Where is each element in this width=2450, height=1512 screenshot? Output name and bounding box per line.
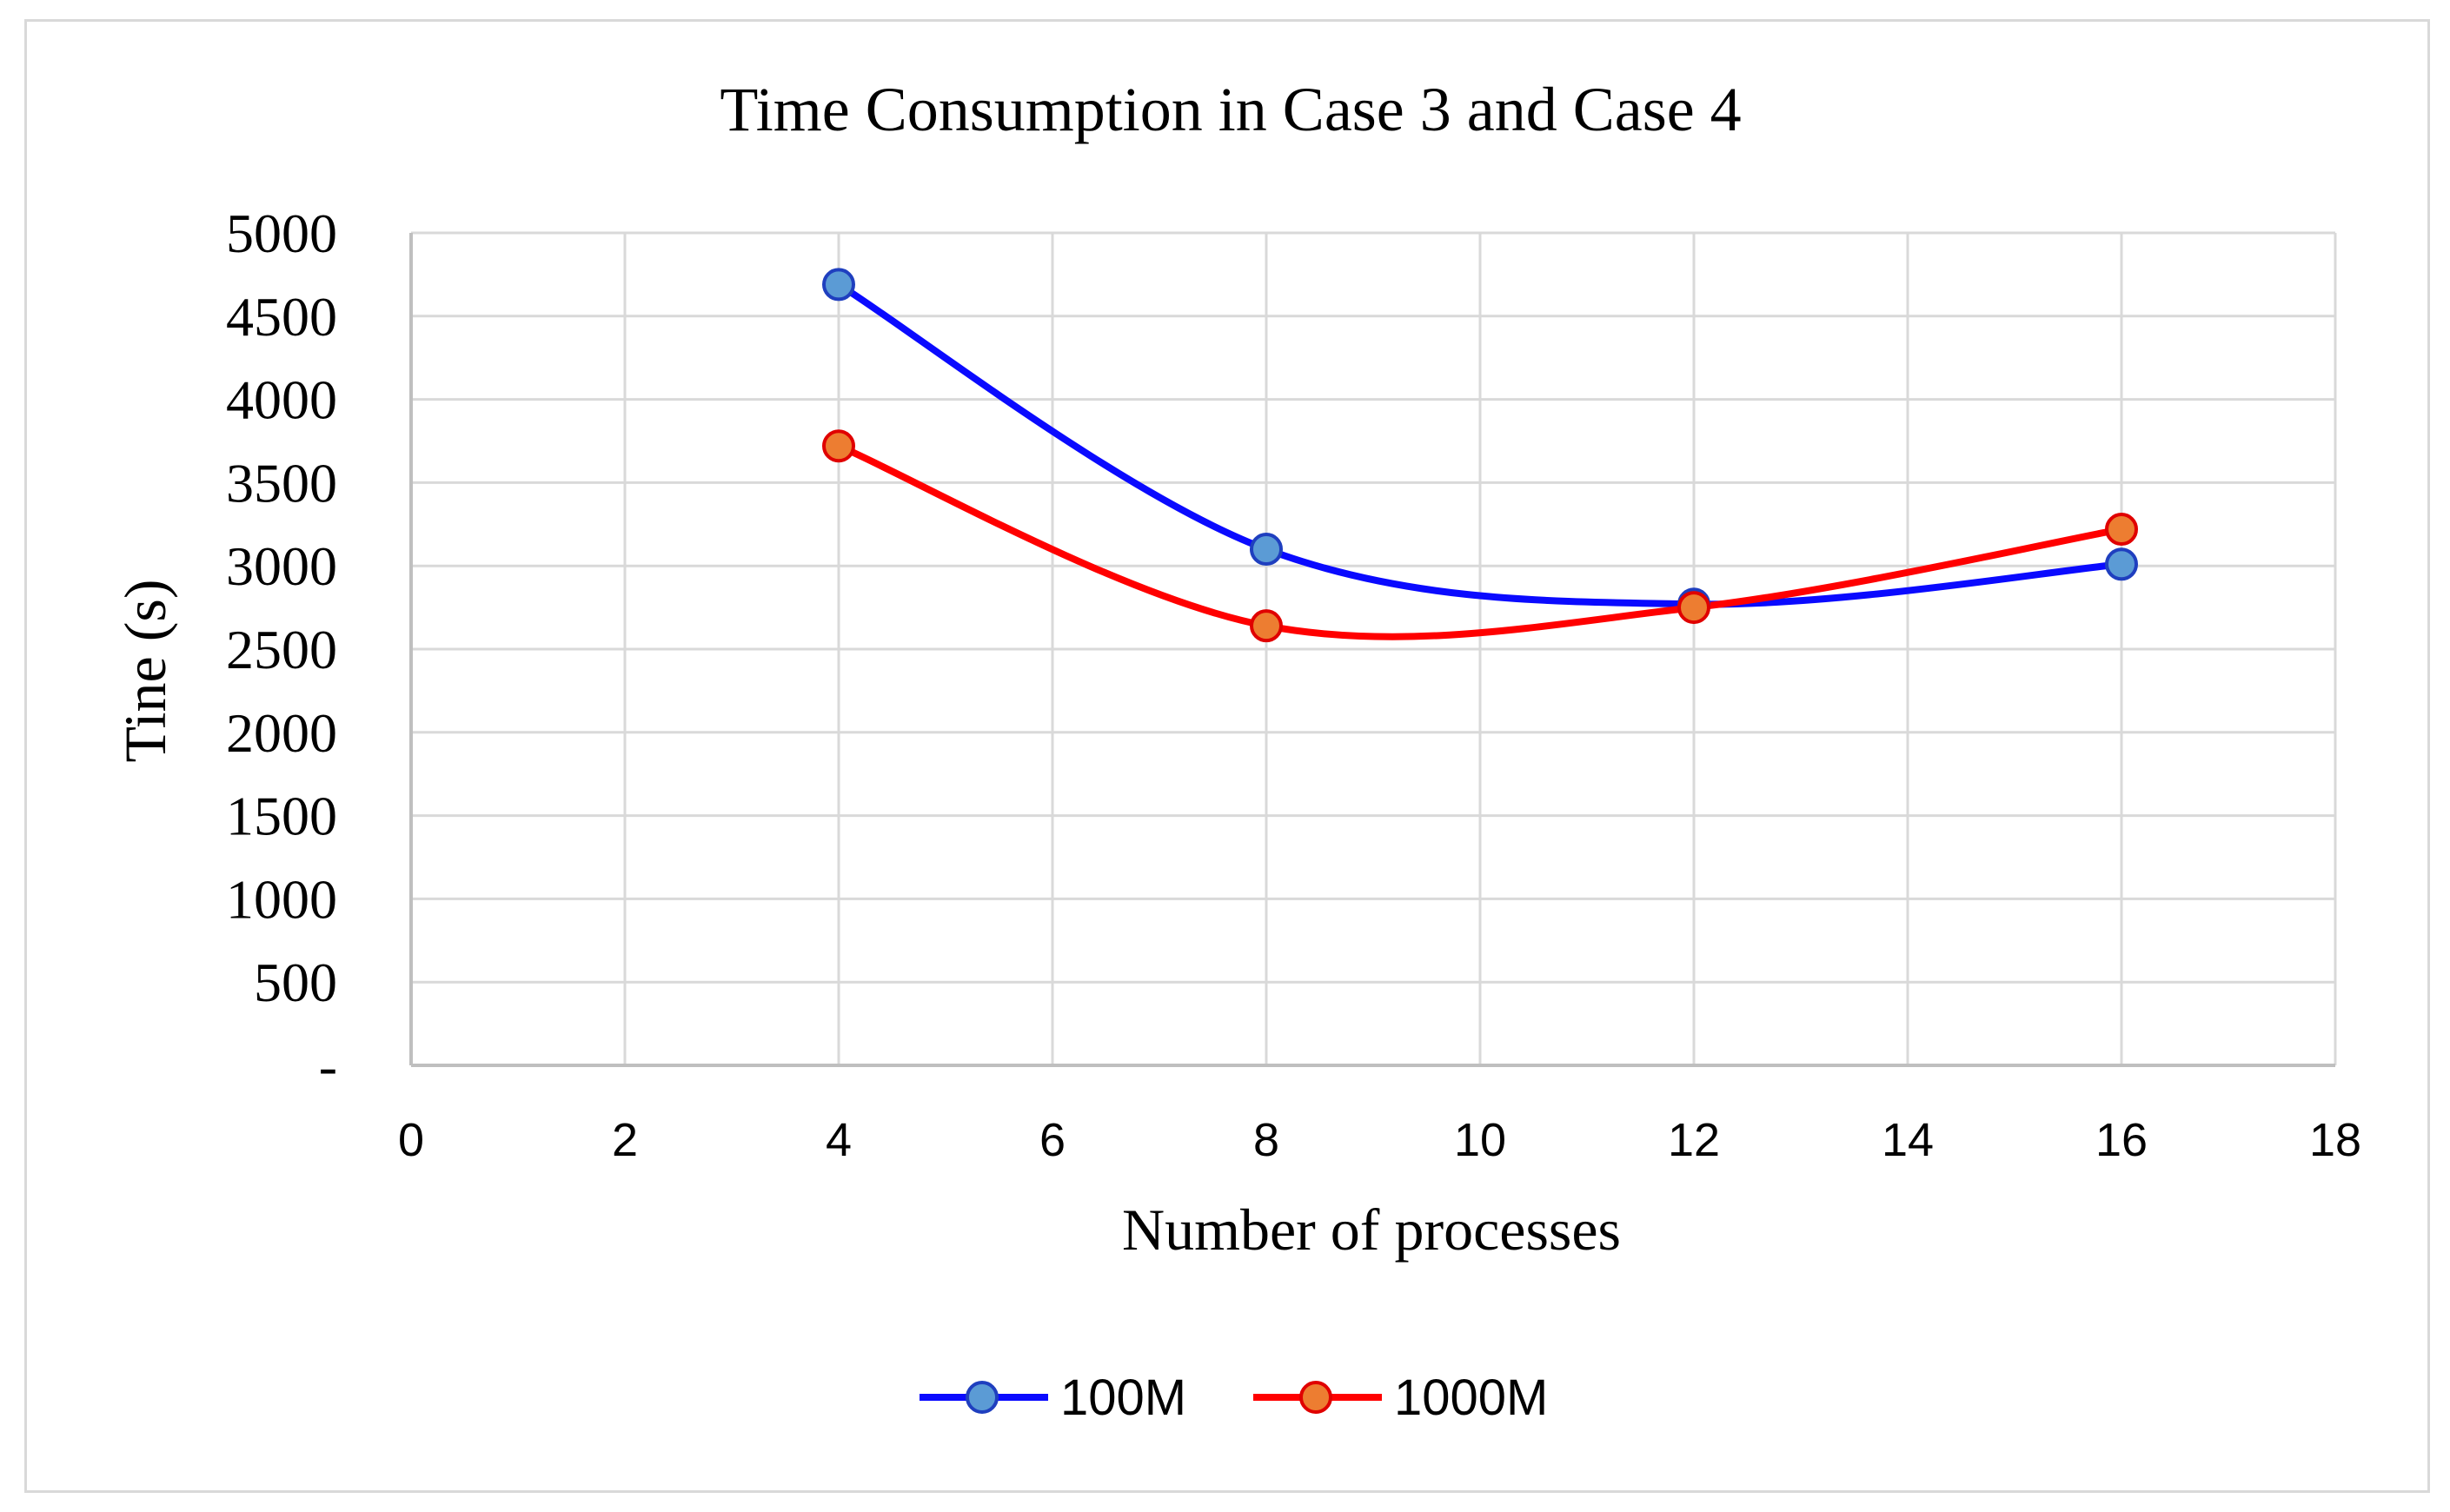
y-tick-label: 1500 (226, 786, 337, 847)
series-line-100M (835, 281, 2125, 608)
x-tick-label: 0 (398, 1114, 424, 1166)
y-tick-label: 1000 (226, 868, 337, 930)
grid (411, 231, 2337, 1065)
data-point-100M-16 (2105, 547, 2138, 581)
x-tick-label: 6 (1039, 1114, 1066, 1166)
y-tick-label: 3000 (226, 535, 337, 597)
x-tick-label: 10 (1454, 1114, 1506, 1166)
data-point-100M-4 (822, 268, 855, 302)
y-tick-label: 3500 (226, 452, 337, 514)
legend-marker-100M (966, 1381, 999, 1414)
y-tick-label: 2000 (226, 702, 337, 764)
y-tick-label: 4500 (226, 286, 337, 348)
chart-title: Time Consumption in Case 3 and Case 4 (720, 75, 1741, 144)
y-tick-label: 4000 (226, 369, 337, 431)
x-tick-label: 14 (1882, 1114, 1934, 1166)
y-axis-label: Tine (s) (112, 580, 178, 763)
legend-label-1000M: 1000M (1394, 1369, 1548, 1426)
y-tick-label: 5000 (226, 202, 337, 264)
x-tick-label: 8 (1253, 1114, 1279, 1166)
data-point-1000M-8 (1250, 609, 1283, 643)
series-line-1000M (835, 442, 2125, 640)
series-markers (822, 268, 2138, 643)
y-tick-label: - (319, 1035, 337, 1097)
x-tick-label: 12 (1668, 1114, 1720, 1166)
series-lines (835, 281, 2125, 640)
x-tick-label: 18 (2309, 1114, 2361, 1166)
chart-frame (24, 19, 2430, 1493)
x-axis-label: Number of processes (1122, 1197, 1621, 1263)
legend: 100M 1000M (920, 1369, 1548, 1426)
x-tick-label: 2 (612, 1114, 638, 1166)
data-point-1000M-12 (1677, 591, 1710, 625)
x-tick-labels: 0 2 4 6 8 10 12 14 16 18 (398, 1114, 2361, 1166)
axes (409, 233, 2335, 1067)
y-tick-labels: - 500 1000 1500 2000 2500 3000 3500 4000 4500 5000 (226, 202, 337, 1097)
data-point-100M-8 (1250, 533, 1283, 567)
data-point-1000M-4 (822, 429, 855, 463)
data-point-1000M-16 (2105, 513, 2138, 547)
y-tick-label: 500 (254, 952, 337, 1013)
legend-marker-1000M (1299, 1381, 1332, 1414)
y-tick-label: 2500 (226, 619, 337, 680)
x-tick-label: 16 (2095, 1114, 2148, 1166)
x-tick-label: 4 (826, 1114, 852, 1166)
legend-label-100M: 100M (1060, 1369, 1186, 1426)
